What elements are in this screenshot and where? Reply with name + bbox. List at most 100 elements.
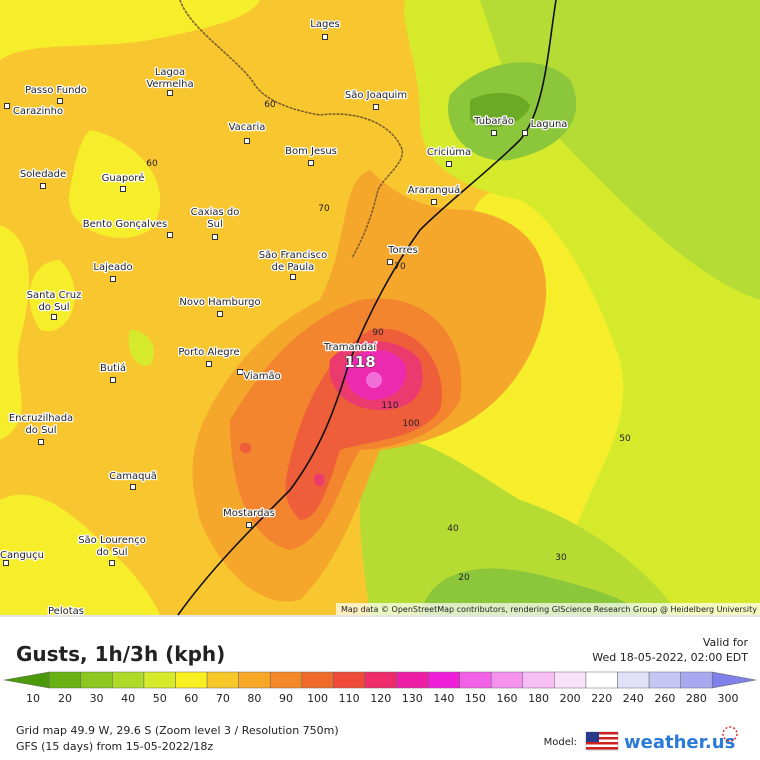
city-marker [120, 186, 126, 192]
grid-info: Grid map 49.9 W, 29.6 S (Zoom level 3 / … [16, 724, 339, 737]
contour-label: 90 [372, 328, 384, 338]
legend-swatch [617, 671, 650, 689]
legend-tick-label: 30 [90, 692, 104, 705]
city-marker [373, 104, 379, 110]
legend-tick-label: 220 [591, 692, 612, 705]
city-marker [206, 361, 212, 367]
city-marker [167, 232, 173, 238]
city-marker [431, 199, 437, 205]
legend-swatch [680, 671, 713, 689]
city-marker [109, 560, 115, 566]
legend-tick-label: 260 [654, 692, 675, 705]
city-marker [308, 160, 314, 166]
city-marker [57, 98, 63, 104]
valid-label: Valid for [703, 636, 749, 649]
city-label: Viamão [243, 371, 281, 382]
city-marker [4, 103, 10, 109]
city-label: Mostardas [223, 508, 275, 519]
legend-swatch [554, 671, 587, 689]
legend-swatch [175, 671, 208, 689]
legend-tick-label: 300 [718, 692, 739, 705]
legend-swatch [364, 671, 397, 689]
contour-label: 100 [402, 419, 419, 429]
city-label: Bom Jesus [285, 146, 337, 157]
city-marker [322, 34, 328, 40]
city-marker [217, 311, 223, 317]
city-marker [387, 259, 393, 265]
legend-tick-label: 50 [153, 692, 167, 705]
city-label: Bento Gonçalves [83, 219, 167, 230]
city-label: Sul [207, 219, 222, 230]
city-label: de Paula [272, 262, 315, 273]
legend-swatch [490, 671, 524, 689]
city-marker [110, 377, 116, 383]
legend-tick-label: 150 [465, 692, 486, 705]
city-marker [167, 90, 173, 96]
contour-label: 20 [458, 573, 470, 583]
attribution: Map data © OpenStreetMap contributors, r… [341, 605, 757, 614]
contour-label: 60 [146, 159, 158, 169]
legend-swatch [427, 671, 460, 689]
attribution-bg [336, 603, 760, 615]
city-label: Camaquã [109, 471, 157, 482]
legend-tick-label: 40 [121, 692, 135, 705]
city-label: Santa Cruz [27, 290, 82, 301]
legend-tick-label: 240 [623, 692, 644, 705]
city-label: Porto Alegre [178, 347, 239, 358]
city-label: Vermelha [146, 79, 193, 90]
legend-tick-label: 110 [339, 692, 360, 705]
map-field [0, 0, 760, 616]
city-marker [130, 484, 136, 490]
city-label: Novo Hamburgo [179, 297, 260, 308]
city-label: Laguna [531, 119, 568, 130]
city-label: São Francisco [259, 250, 327, 261]
legend-tick-label: 180 [528, 692, 549, 705]
legend-tick-label: 280 [686, 692, 707, 705]
legend-swatch [333, 671, 366, 689]
city-label: Lages [310, 19, 339, 30]
legend-swatch [112, 671, 145, 689]
city-label: do Sul [38, 302, 69, 313]
city-marker [110, 276, 116, 282]
legend-swatch [396, 671, 429, 689]
legend-swatch [3, 671, 50, 689]
city-label: Araranguá [408, 184, 460, 196]
contour-label: 110 [381, 401, 398, 411]
city-label: Tramandaí [323, 341, 378, 353]
city-label: São Joaquim [345, 90, 407, 101]
city-label: Encruzilhada [9, 413, 73, 424]
legend-swatch [711, 671, 757, 689]
legend-tick-label: 80 [247, 692, 261, 705]
legend-tick-label: 140 [433, 692, 454, 705]
city-label: Tubarão [473, 116, 514, 127]
city-label: Lagoa [155, 67, 185, 78]
contour-label: 118 [344, 353, 375, 371]
legend-swatch [301, 671, 334, 689]
legend-swatch [80, 671, 113, 689]
city-marker [51, 314, 57, 320]
legend-swatch [522, 671, 555, 689]
contour-label: 70 [394, 262, 406, 272]
legend-swatch [648, 671, 681, 689]
city-marker [237, 369, 243, 375]
legend-tick-label: 90 [279, 692, 293, 705]
legend-title: Gusts, 1h/3h (kph) [16, 642, 225, 666]
city-label: Canguçu [0, 550, 44, 561]
legend-tick-label: 100 [307, 692, 328, 705]
contour-label: 40 [447, 524, 459, 534]
legend-tick-label: 160 [497, 692, 518, 705]
valid-time: Wed 18-05-2022, 02:00 EDT [592, 651, 748, 664]
city-marker [212, 234, 218, 240]
contour-label: 30 [555, 553, 567, 563]
us-flag [585, 731, 619, 751]
legend-swatch [459, 671, 492, 689]
city-label: Pelotas [48, 606, 84, 617]
legend-tick-label: 130 [402, 692, 423, 705]
city-label: Vacaria [229, 122, 266, 133]
legend-tick-label: 70 [216, 692, 230, 705]
city-marker [491, 130, 497, 136]
city-label: Butiá [100, 362, 126, 374]
city-label: do Sul [96, 547, 127, 558]
